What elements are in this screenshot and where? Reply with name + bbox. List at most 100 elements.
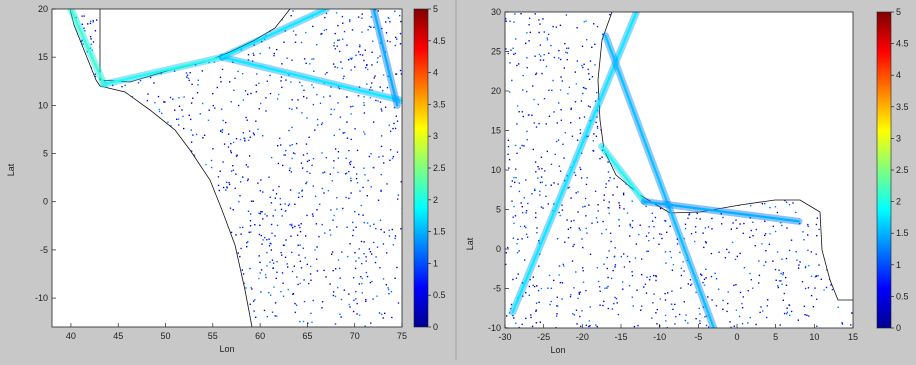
panel-2-density-cell <box>665 320 667 322</box>
panel-2-density-cell <box>602 304 604 307</box>
panel-1-density-cell <box>274 197 276 199</box>
panel-2-density-cell <box>517 105 519 107</box>
panel-2-density-cell <box>767 299 769 301</box>
panel-1-density-cell <box>291 144 293 146</box>
panel-1-density-cell <box>385 284 387 286</box>
panel-1-density-cell <box>283 244 286 246</box>
panel-2-density-cell <box>588 204 590 206</box>
panel-1-density-cell <box>378 312 381 314</box>
panel-2-density-cell <box>641 258 643 260</box>
panel-2-density-cell <box>586 177 588 179</box>
panel-2-density-cell <box>582 206 584 208</box>
panel-2-density-cell <box>525 233 528 235</box>
panel-2-density-cell <box>532 284 534 286</box>
panel-1-density-cell <box>291 108 293 110</box>
panel-2-density-cell <box>536 227 538 229</box>
panel-1-density-cell <box>313 58 315 60</box>
panel-2-density-cell <box>782 273 784 276</box>
panel-1-density-cell <box>87 23 89 25</box>
panel-2-colorbar-tick-label: 2 <box>896 197 901 207</box>
panel-1-density-cell <box>121 86 123 88</box>
panel-1-density-cell <box>348 303 350 306</box>
panel-1-density-cell <box>365 256 367 258</box>
panel-2-density-cell <box>539 194 541 196</box>
panel-2-xlabel: Lon <box>550 345 565 355</box>
panel-2-density-cell <box>777 286 779 289</box>
panel-1-density-cell <box>355 290 357 293</box>
panel-2-density-cell <box>556 122 558 124</box>
panel-1-density-cell <box>397 198 399 200</box>
panel-2-density-cell <box>588 78 591 80</box>
panel-1-density-cell <box>287 266 289 268</box>
panel-1-density-cell <box>301 195 303 198</box>
panel-1-density-cell <box>380 42 382 44</box>
panel-2-density-cell <box>578 117 581 119</box>
panel-1-density-cell <box>232 61 234 63</box>
panel-1-density-cell <box>321 223 323 226</box>
panel-1-density-cell <box>212 104 214 107</box>
panel-1-density-cell <box>337 157 339 159</box>
panel-1-density-cell <box>358 248 360 250</box>
panel-1-density-cell <box>268 176 270 178</box>
panel-1-density-cell <box>167 121 169 123</box>
panel-1-density-cell <box>261 243 263 245</box>
panel-1-density-cell <box>306 263 308 266</box>
panel-2-density-cell <box>629 223 631 226</box>
panel-2-density-cell <box>683 301 685 303</box>
panel-1-density-cell <box>295 34 297 36</box>
panel-1-density-cell <box>312 86 315 89</box>
panel-1-density-cell <box>260 234 262 237</box>
panel-2-density-cell <box>644 283 647 285</box>
panel-2-density-cell <box>514 52 517 55</box>
panel-2-density-cell <box>592 140 594 142</box>
panel-2-density-cell <box>537 103 539 106</box>
panel-2-density-cell <box>539 44 542 46</box>
panel-2-density-cell <box>635 243 638 245</box>
panel-1-density-cell <box>269 261 271 263</box>
panel-1-density-cell <box>247 210 250 212</box>
panel-2-density-cell <box>550 287 553 289</box>
panel-1-density-cell <box>369 281 372 284</box>
panel-2-density-cell <box>608 250 610 252</box>
panel-1-density-cell <box>371 253 373 255</box>
panel-2-density-cell <box>558 57 560 59</box>
panel-2-density-cell <box>655 279 657 282</box>
panel-1-density-cell <box>394 127 397 130</box>
panel-1-density-cell <box>353 299 355 301</box>
panel-2-density-cell <box>810 251 813 253</box>
panel-2-density-cell <box>825 286 828 289</box>
panel-2-density-cell <box>783 312 786 315</box>
panel-1-density-cell <box>361 292 363 294</box>
panel-2-colorbar: 54.543.532.521.510.50 <box>876 7 909 333</box>
panel-2-density-cell <box>511 79 513 82</box>
panel-2-density-cell <box>804 314 806 316</box>
panel-1-density-cell <box>282 282 284 284</box>
panel-1-density-cell <box>271 232 273 234</box>
panel-1-x-tick-label: 60 <box>255 331 265 341</box>
panel-1-density-cell <box>332 219 334 221</box>
panel-2-density-cell <box>582 92 584 95</box>
panel-1-density-cell <box>197 84 199 86</box>
panel-2-density-cell <box>747 290 749 292</box>
panel-1-density-cell <box>361 54 364 56</box>
panel-1-density-cell <box>393 106 396 109</box>
panel-2-density-cell <box>764 202 766 205</box>
panel-2-density-cell <box>812 306 815 308</box>
panel-2-density-cell <box>618 225 621 227</box>
panel-2-density-cell <box>593 133 595 135</box>
panel-1-density-cell <box>334 32 336 35</box>
panel-2-density-cell <box>547 33 550 36</box>
panel-1-density-cell <box>183 127 185 130</box>
panel-2-density-cell <box>534 13 536 15</box>
panel-1-density-cell <box>400 20 402 23</box>
panel-2-density-cell <box>612 269 614 272</box>
panel-1-density-cell <box>187 77 190 79</box>
panel-2-density-cell <box>566 52 568 54</box>
panel-2-density-cell <box>537 166 539 168</box>
panel-1-density-cell <box>359 44 361 46</box>
panel-1-density-cell <box>252 200 254 202</box>
panel-2-density-cell <box>733 325 735 327</box>
panel-2-density-cell <box>701 274 703 276</box>
panel-1-density-cell <box>269 74 271 77</box>
panel-1-density-cell <box>340 298 343 301</box>
